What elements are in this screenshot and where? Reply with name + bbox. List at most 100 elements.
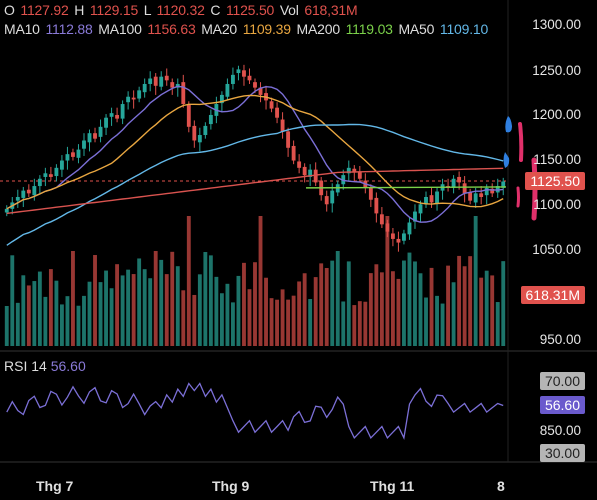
candle-body — [357, 171, 362, 179]
volume-bar — [137, 258, 142, 346]
ohlc-label: H — [74, 2, 88, 18]
volume-bar — [457, 255, 462, 346]
candle-body — [82, 140, 86, 149]
volume-bar — [319, 263, 324, 346]
candle-body — [390, 233, 395, 239]
volume-bar — [341, 301, 346, 346]
volume-bar — [170, 251, 175, 346]
volume-bar — [242, 262, 246, 346]
volume-bar — [495, 302, 500, 346]
ma20-line — [6, 94, 504, 210]
candle-body — [495, 186, 500, 193]
candle-body — [269, 101, 274, 109]
candle-body — [313, 169, 318, 183]
volume-bar — [501, 261, 506, 346]
candle-body — [164, 75, 169, 81]
candle-body — [186, 104, 191, 127]
candle-body — [352, 168, 357, 173]
candle-body — [468, 192, 473, 201]
candle-body — [120, 104, 125, 119]
volume-bar — [164, 274, 169, 346]
volume-bar — [357, 301, 362, 346]
volume-bar — [402, 260, 406, 346]
candle-body — [457, 176, 462, 183]
volume-bar — [131, 274, 136, 346]
candle-body — [93, 133, 97, 139]
volume-bar — [159, 259, 164, 346]
volume-bar — [490, 275, 495, 346]
volume-bar — [324, 268, 329, 346]
candle-body — [32, 186, 37, 196]
rsi-value-badge: 56.60 — [539, 396, 585, 414]
volume-bar — [253, 262, 257, 346]
candle-body — [236, 69, 241, 74]
volume-bar — [264, 277, 268, 346]
candle-body — [435, 191, 439, 204]
volume-bar — [10, 255, 15, 346]
volume-bar — [43, 296, 48, 346]
rsi-title: RSI 14 56.60 — [4, 358, 86, 374]
price-tick: 1150.00 — [533, 152, 581, 167]
candle-body — [490, 188, 495, 194]
volume-bar — [335, 251, 340, 346]
volume-badge[interactable]: 618.31M — [520, 286, 585, 304]
candle-body — [302, 166, 307, 176]
price-tick: 1200.00 — [532, 107, 581, 122]
price-tick: 950.00 — [539, 332, 581, 347]
rsi-30-badge: 30.00 — [539, 444, 585, 462]
volume-bar — [247, 289, 252, 346]
volume-bar — [462, 266, 467, 346]
volume-bar — [236, 275, 241, 346]
candle-body — [330, 190, 335, 204]
candle-body — [15, 196, 20, 201]
ma200-line — [305, 186, 507, 189]
candle-body — [197, 135, 202, 143]
candle-body — [379, 214, 384, 225]
candle-body — [424, 196, 428, 205]
volume-bar — [71, 251, 75, 346]
volume-bar — [396, 278, 401, 346]
volume-bar — [197, 274, 202, 346]
volume-bar — [379, 272, 384, 346]
candle-body — [258, 87, 263, 95]
volume-bar — [385, 216, 390, 346]
volume-bar — [26, 285, 31, 346]
candle-body — [4, 208, 9, 213]
candle-body — [225, 83, 230, 97]
ma-label: MA200 — [296, 21, 344, 37]
candle-body — [131, 97, 136, 100]
ma100-line — [6, 167, 504, 215]
volume-bar — [93, 255, 97, 346]
candle-body — [37, 178, 42, 187]
volume-bar — [15, 302, 20, 346]
candle-body — [324, 196, 329, 205]
ma50-line — [6, 123, 504, 246]
candle-body — [159, 76, 164, 87]
candle-body — [385, 223, 390, 232]
candle-body — [242, 70, 246, 77]
last-price-badge[interactable]: 1125.50 — [525, 172, 585, 190]
volume-bar — [120, 275, 125, 346]
candle-body — [170, 82, 175, 88]
volume-bar — [286, 299, 291, 346]
volume-bar — [104, 270, 108, 346]
volume-bar — [352, 305, 357, 346]
volume-bar — [363, 301, 368, 346]
candle-body — [501, 181, 506, 188]
ma-value: 1119.03 — [345, 21, 397, 37]
ma-label: MA10 — [4, 21, 44, 37]
candle-body — [413, 211, 417, 222]
x-tick: Thg 9 — [212, 478, 250, 494]
x-tick: Thg 7 — [36, 478, 74, 494]
volume-bar — [302, 273, 307, 346]
ohlc-header: O 1127.92 H 1129.15 L 1120.32 C 1125.50 … — [4, 2, 359, 18]
rsi-label: RSI 14 — [4, 358, 47, 374]
candle-body — [308, 169, 313, 177]
volume-bar — [280, 289, 285, 346]
candle-body — [247, 75, 252, 81]
candle-body — [402, 233, 406, 241]
ma-value: 1109.39 — [242, 21, 295, 37]
ma-label: MA20 — [201, 21, 241, 37]
candle-body — [275, 107, 279, 118]
